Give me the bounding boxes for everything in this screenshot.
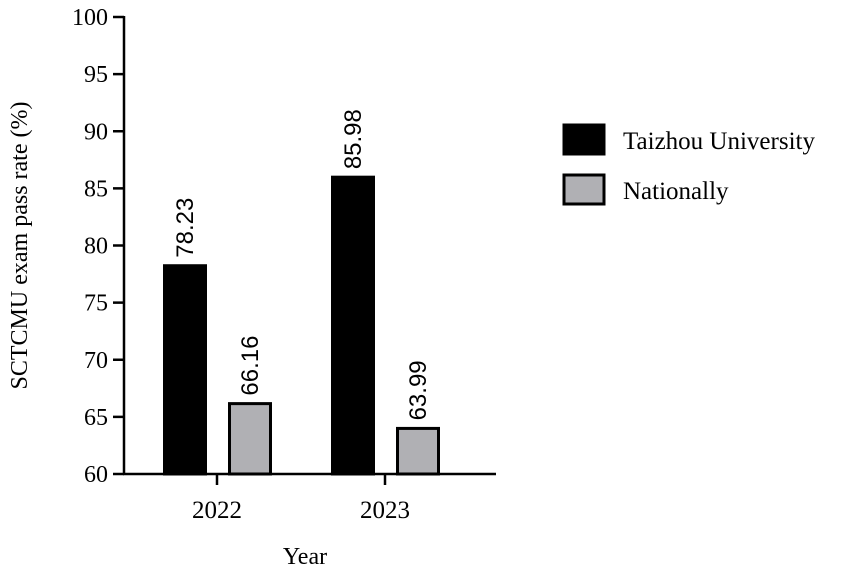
y-tick-label: 100	[72, 5, 108, 31]
bar-taizhou-university-2022	[163, 264, 207, 476]
legend-label: Taizhou University	[623, 128, 815, 155]
y-tick-label: 80	[84, 234, 108, 260]
data-label: 63.99	[405, 360, 432, 420]
data-labels-group: 78.23 66.16 85.98 63.99	[172, 109, 432, 420]
y-tick-label: 60	[84, 462, 108, 488]
y-tick-label: 75	[84, 291, 108, 317]
x-tick-label: 2023	[360, 497, 410, 524]
data-label: 66.16	[237, 336, 264, 396]
y-tick-label: 95	[84, 62, 108, 88]
bars-group	[163, 175, 440, 476]
y-tick-label: 70	[84, 348, 108, 374]
data-label: 78.23	[172, 198, 199, 258]
data-label: 85.98	[340, 109, 367, 169]
x-ticks-group: 2022 2023	[192, 474, 410, 524]
y-tick-label: 85	[84, 176, 108, 202]
bar-taizhou-university-2023	[331, 175, 375, 476]
y-tick-label: 90	[84, 119, 108, 145]
x-tick-label: 2022	[192, 497, 242, 524]
x-axis-title: Year	[283, 544, 327, 570]
y-tick-label: 65	[84, 405, 108, 431]
legend-swatch	[562, 173, 606, 206]
legend-swatch	[562, 123, 606, 156]
legend-label: Nationally	[623, 178, 729, 205]
bar-nationally-2022	[228, 402, 272, 476]
legend: Taizhou University Nationally	[562, 123, 815, 206]
y-axis-title: SCTCMU exam pass rate (%)	[7, 102, 33, 390]
bar-nationally-2023	[396, 426, 440, 476]
y-ticks-group: 60 65 70 75 80 85 90 95 100	[72, 5, 124, 488]
